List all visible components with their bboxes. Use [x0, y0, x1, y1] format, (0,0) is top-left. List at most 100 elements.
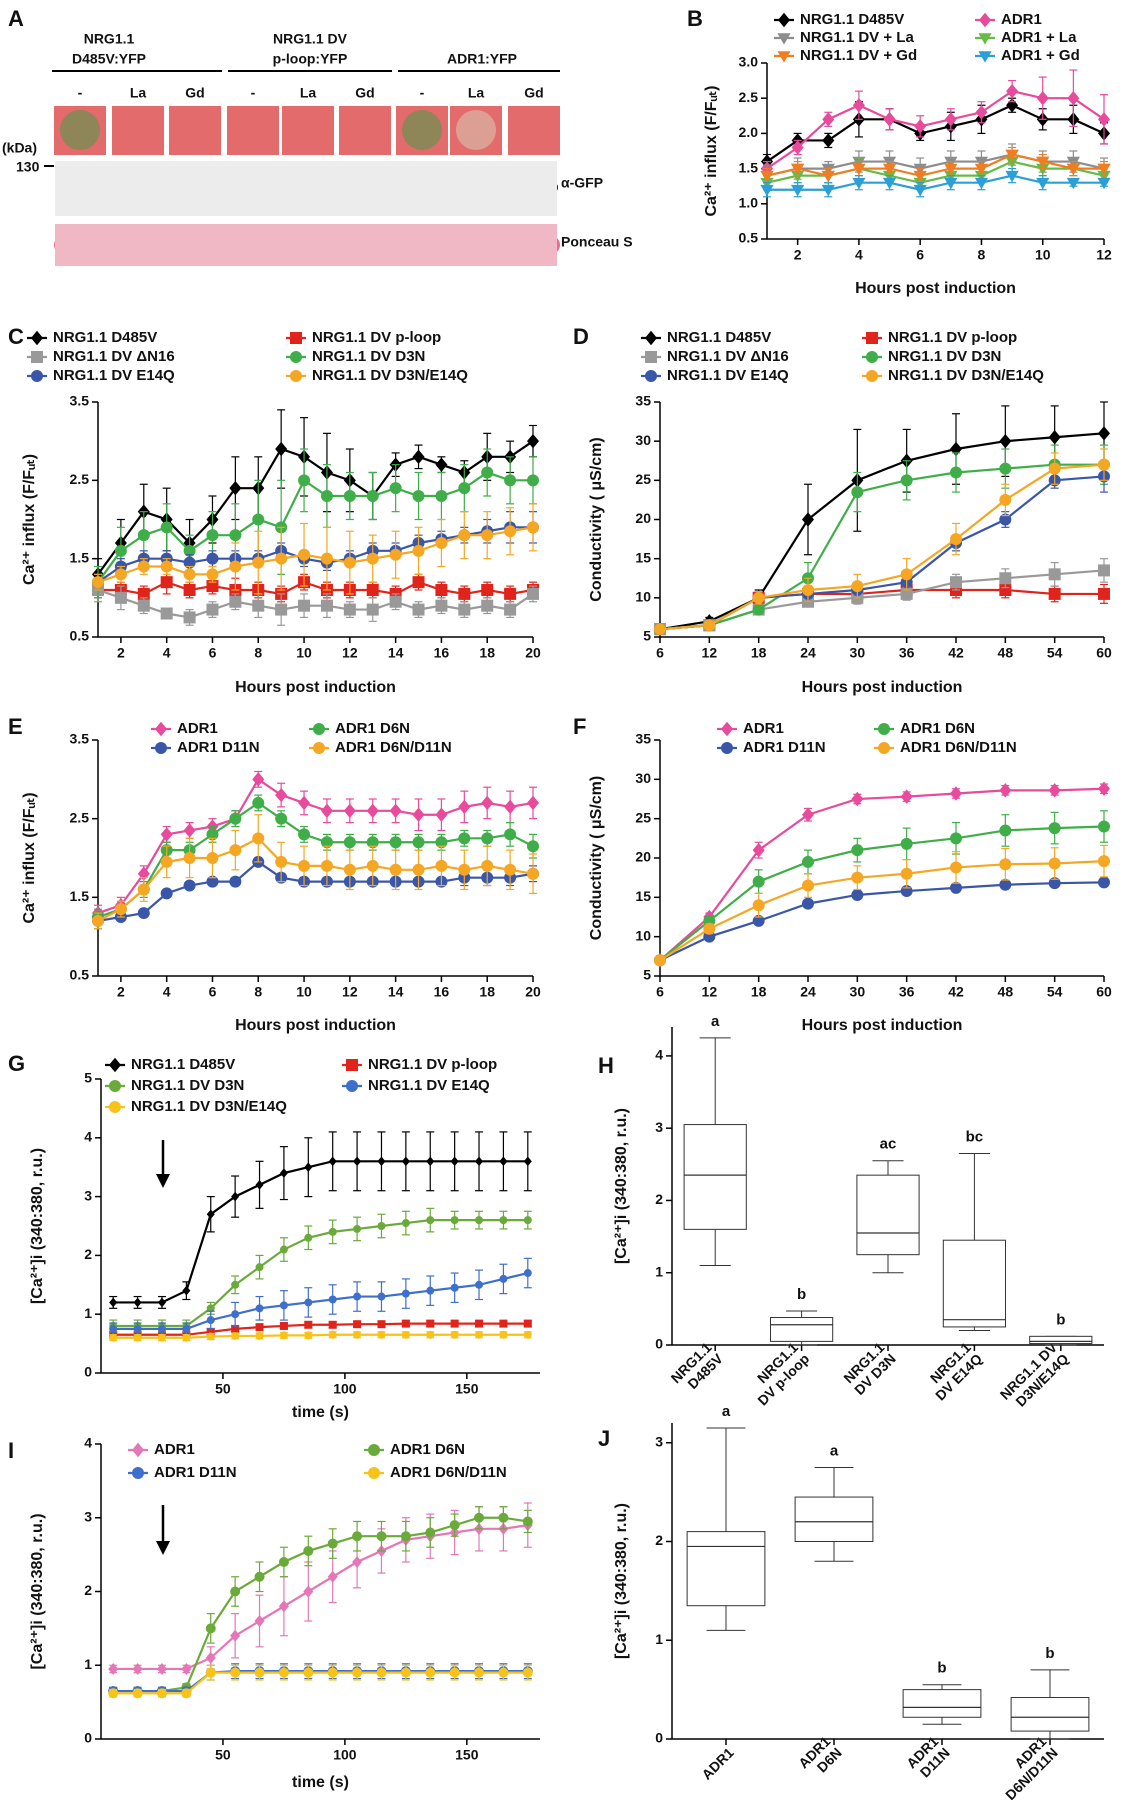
data-point: [160, 607, 173, 620]
legend-marker: [346, 1080, 358, 1092]
data-point: [206, 1332, 215, 1341]
y-tick-label: 2: [655, 1191, 663, 1207]
x-tick-label: 150: [455, 1381, 479, 1397]
data-point: [254, 1615, 265, 1627]
data-point: [109, 1333, 118, 1342]
data-point: [450, 1283, 459, 1292]
series-line: [766, 153, 1105, 177]
series-line: [766, 104, 1105, 163]
legend-label: NRG1.1 DV p-loop: [888, 329, 1017, 346]
series: [654, 876, 1110, 967]
x-tick-label: 6: [656, 984, 664, 1000]
x-tick-label: 14: [388, 645, 404, 661]
data-point: [1066, 177, 1080, 190]
data-point: [458, 832, 471, 845]
x-tick-label: 2: [117, 984, 125, 1000]
stimulus-arrowhead: [156, 1541, 170, 1555]
legend-marker: [645, 330, 657, 346]
data-point: [499, 1319, 508, 1328]
y-tick-label: 5: [643, 628, 651, 644]
data-point: [298, 795, 311, 811]
data-point: [504, 587, 517, 600]
lane-label: La: [468, 85, 485, 101]
legend-marker: [109, 1101, 121, 1113]
data-point: [425, 1527, 436, 1538]
data-point: [900, 568, 913, 581]
data-point: [137, 599, 150, 612]
data-point: [231, 1324, 240, 1333]
legend-marker: [313, 742, 325, 754]
y-tick-label: 4: [84, 1129, 92, 1145]
box: [942, 1239, 1007, 1328]
data-point: [852, 163, 866, 176]
chart: 0.5 1.5 2.5 3.5 Ca²⁺ influx (F/Fᵤₜ) C 2 4 6 8 10 12…: [8, 324, 541, 696]
data-point: [1006, 83, 1019, 99]
legend-marker: [132, 1467, 144, 1479]
data-point: [275, 812, 288, 825]
data-point: [400, 1531, 411, 1542]
data-point: [255, 1323, 264, 1332]
data-point: [450, 1330, 459, 1339]
x-tick-label: 4: [163, 984, 171, 1000]
data-point: [435, 457, 448, 472]
data-point: [298, 548, 311, 561]
x-tick-label: 48: [998, 645, 1014, 661]
x-tick-label: 12: [702, 645, 718, 661]
data-point: [181, 1688, 192, 1699]
cell-death: [60, 110, 100, 150]
data-point: [412, 449, 425, 465]
chart: 0.5 1.0 1.5 2.0 2.5 3.0 Ca²⁺ influx (F/Fᵤₜ) B 2 4…: [687, 6, 1112, 297]
data-point: [137, 529, 150, 542]
data-point: [206, 1304, 215, 1313]
data-point: [522, 1667, 533, 1678]
significance-letter: b: [797, 1286, 806, 1303]
legend-label: ADR1 D6N: [900, 720, 975, 737]
data-point: [328, 1295, 337, 1304]
data-point: [802, 897, 814, 910]
data-point: [449, 1520, 460, 1531]
x-tick-label: 2: [117, 645, 125, 661]
data-point: [275, 441, 288, 457]
lane-label: Gd: [185, 85, 204, 101]
data-point: [376, 1667, 387, 1678]
legend-marker: [155, 742, 167, 754]
y-tick-label: 1.0: [739, 195, 759, 211]
x-tick-label: 42: [948, 645, 964, 661]
data-point: [499, 1216, 508, 1225]
data-point: [481, 795, 494, 811]
data-point: [255, 1304, 264, 1313]
data-point: [851, 580, 864, 593]
data-point: [353, 1292, 362, 1301]
y-tick-label: 1.5: [739, 159, 759, 175]
data-point: [183, 611, 196, 624]
data-point: [974, 163, 989, 176]
data-point: [206, 603, 219, 616]
series: [760, 168, 1111, 198]
legend-marker: [979, 12, 991, 28]
data-point: [802, 879, 814, 892]
data-point: [458, 863, 471, 876]
data-point: [1067, 91, 1080, 106]
data-point: [327, 1570, 338, 1583]
data-point: [1036, 156, 1050, 169]
x-tick-label: 150: [455, 1747, 479, 1763]
x-tick-label: 36: [899, 984, 915, 1000]
data-point: [206, 828, 219, 841]
y-tick-label: 20: [635, 510, 651, 526]
y-tick-label: 2: [84, 1582, 92, 1598]
series: [654, 448, 1110, 636]
legend-label: NRG1.1 DV D3N: [312, 348, 425, 365]
data-point: [1097, 163, 1111, 176]
legend-label: NRG1.1 DV ΔN16: [53, 348, 175, 365]
series-line: [659, 825, 1105, 962]
y-tick-label: 5: [84, 1070, 92, 1086]
legend-marker: [645, 351, 657, 363]
data-point: [343, 556, 356, 569]
data-point: [458, 603, 471, 616]
legend-label: NRG1.1 D485V: [53, 329, 157, 346]
data-point: [1098, 458, 1110, 471]
legend-marker: [109, 1057, 121, 1073]
unit-label: (kDa): [2, 140, 37, 156]
data-point: [499, 1156, 508, 1167]
data-point: [851, 791, 864, 807]
